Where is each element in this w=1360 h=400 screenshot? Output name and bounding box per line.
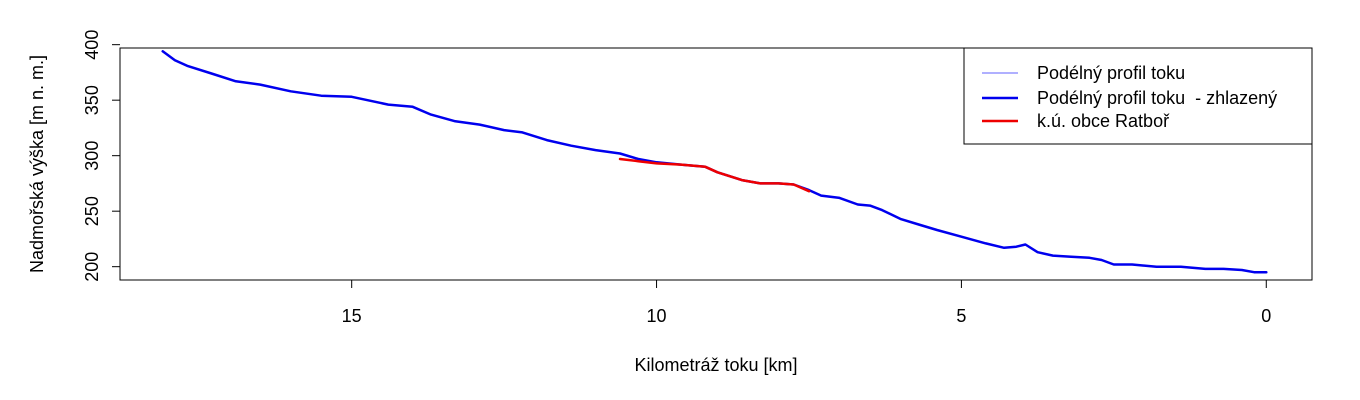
x-tick-label: 0 (1261, 306, 1271, 326)
x-tick-label: 5 (956, 306, 966, 326)
y-tick-label: 250 (82, 196, 102, 226)
y-tick-label: 350 (82, 85, 102, 115)
x-axis-label: Kilometráž toku [km] (634, 355, 797, 375)
legend-label-ratbor: k.ú. obce Ratboř (1037, 111, 1170, 131)
x-axis: 15 10 5 0 (342, 280, 1271, 326)
y-axis: 200 250 300 350 400 (82, 30, 120, 282)
x-tick-label: 10 (647, 306, 667, 326)
legend-box (963, 47, 1313, 145)
legend-label-raw: Podélný profil toku (1037, 63, 1185, 83)
y-tick-label: 200 (82, 252, 102, 282)
x-tick-label: 15 (342, 306, 362, 326)
y-tick-label: 300 (82, 141, 102, 171)
plot-frame (119, 47, 1313, 281)
legend: Podélný profil toku Podélný profil toku … (963, 47, 1313, 145)
series-line-ratbor (618, 157, 811, 193)
series-layer (161, 50, 1268, 274)
legend-label-smoothed: Podélný profil toku - zhlazený (1037, 88, 1277, 108)
y-tick-label: 400 (82, 30, 102, 60)
y-axis-label: Nadmořská výška [m n. m.] (27, 55, 47, 273)
